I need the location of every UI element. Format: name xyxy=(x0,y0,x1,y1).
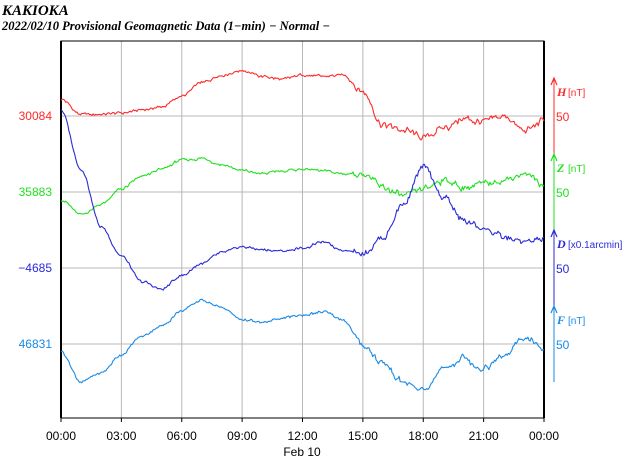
x-axis-label: Feb 10 xyxy=(283,445,321,459)
x-tick-label: 15:00 xyxy=(348,429,378,443)
x-tick-label: 03:00 xyxy=(106,429,136,443)
series-name-d: D xyxy=(556,237,566,251)
baseline-labels: 30084 35883 −4685 46831 xyxy=(18,109,52,351)
x-tick-label: 21:00 xyxy=(469,429,499,443)
scale-arrow-icon xyxy=(550,152,558,162)
baseline-label-h: 30084 xyxy=(19,109,53,123)
series-line-f xyxy=(60,298,545,391)
series-name-f: F xyxy=(556,313,565,327)
scale-value-f: 50 xyxy=(556,338,570,352)
series-unit-d: [x0.1arcmin] xyxy=(568,240,623,251)
scale-indicators: H [nT]50Z [nT]50D [x0.1arcmin]50F [nT]50 xyxy=(550,76,623,382)
scale-value-d: 50 xyxy=(556,262,570,276)
scale-arrow-icon xyxy=(550,76,558,86)
series-name-h: H xyxy=(556,85,567,99)
station-title: KAKIOKA xyxy=(1,3,69,19)
chart-subtitle: 2022/02/10 Provisional Geomagnetic Data … xyxy=(1,19,330,33)
scale-value-z: 50 xyxy=(556,186,570,200)
series-line-d xyxy=(60,109,545,291)
baseline-label-d: −4685 xyxy=(18,261,52,275)
x-tick-label: 00:00 xyxy=(529,429,559,443)
scale-arrow-icon xyxy=(550,304,558,314)
series-name-z: Z xyxy=(556,161,565,175)
x-tick-label: 00:00 xyxy=(46,429,76,443)
series-line-z xyxy=(60,156,545,215)
baseline-label-z: 35883 xyxy=(19,185,53,199)
series-layer xyxy=(60,69,545,391)
baseline-label-f: 46831 xyxy=(19,337,53,351)
scale-value-h: 50 xyxy=(556,110,570,124)
x-tick-label: 12:00 xyxy=(287,429,317,443)
series-unit-f: [nT] xyxy=(568,316,585,327)
x-tick-label: 06:00 xyxy=(167,429,197,443)
grid xyxy=(61,41,544,418)
series-unit-h: [nT] xyxy=(568,88,585,99)
series-line-h xyxy=(60,69,545,141)
scale-arrow-icon xyxy=(550,228,558,238)
x-axis-ticks: 00:00 03:00 06:00 09:00 12:00 15:00 18:00 21:00… xyxy=(46,418,559,443)
series-unit-z: [nT] xyxy=(568,164,585,175)
x-tick-label: 09:00 xyxy=(227,429,257,443)
x-tick-label: 18:00 xyxy=(408,429,438,443)
